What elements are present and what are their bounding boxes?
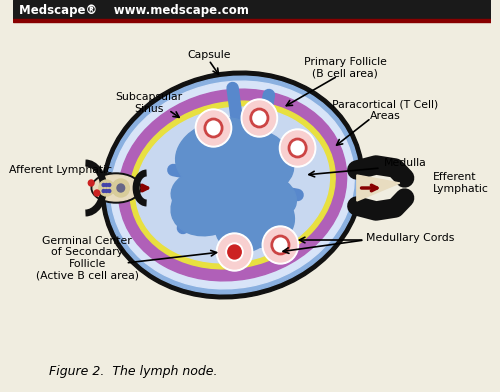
Circle shape — [251, 109, 268, 127]
Circle shape — [108, 183, 111, 187]
Ellipse shape — [171, 174, 246, 236]
Circle shape — [243, 101, 276, 135]
Circle shape — [108, 189, 111, 192]
Ellipse shape — [176, 120, 270, 191]
Text: Capsule: Capsule — [187, 50, 230, 60]
Text: Medullary Cords: Medullary Cords — [366, 233, 455, 243]
Circle shape — [105, 183, 108, 187]
Ellipse shape — [106, 76, 359, 294]
Text: Afferent Lymphatic: Afferent Lymphatic — [9, 165, 112, 175]
Bar — [13, 0, 490, 20]
Circle shape — [218, 235, 251, 269]
Ellipse shape — [111, 81, 354, 289]
Ellipse shape — [93, 175, 139, 201]
Circle shape — [99, 180, 114, 196]
Ellipse shape — [102, 71, 364, 299]
Bar — [13, 19, 490, 22]
Circle shape — [228, 245, 241, 259]
Text: Medscape®    www.medscape.com: Medscape® www.medscape.com — [18, 4, 248, 16]
Circle shape — [262, 226, 298, 264]
Ellipse shape — [190, 145, 285, 235]
Circle shape — [264, 228, 296, 262]
Circle shape — [102, 189, 105, 192]
Polygon shape — [357, 175, 400, 201]
Text: Figure 2.  The lymph node.: Figure 2. The lymph node. — [49, 365, 217, 379]
Ellipse shape — [199, 118, 256, 162]
Circle shape — [117, 184, 124, 192]
Circle shape — [272, 236, 289, 254]
Ellipse shape — [136, 107, 330, 263]
Circle shape — [196, 109, 232, 147]
Ellipse shape — [130, 101, 335, 269]
Text: Medulla: Medulla — [384, 158, 426, 168]
Ellipse shape — [171, 171, 218, 209]
Circle shape — [197, 111, 230, 145]
Text: Paracortical (T Cell)
Areas: Paracortical (T Cell) Areas — [332, 99, 438, 121]
Circle shape — [94, 190, 100, 196]
Circle shape — [112, 179, 130, 197]
Text: Subcapsular
Sinus: Subcapsular Sinus — [115, 92, 182, 114]
Ellipse shape — [220, 129, 294, 191]
Circle shape — [105, 189, 108, 192]
Circle shape — [282, 131, 314, 165]
Text: Germinal Center
of Secondary
Follicle
(Active B cell area): Germinal Center of Secondary Follicle (A… — [36, 236, 139, 280]
Circle shape — [88, 180, 94, 186]
Circle shape — [205, 119, 222, 137]
Circle shape — [216, 233, 252, 271]
Circle shape — [289, 139, 306, 157]
Ellipse shape — [209, 183, 294, 247]
Text: Efferent
Lymphatic: Efferent Lymphatic — [434, 172, 489, 194]
Ellipse shape — [246, 173, 296, 217]
Ellipse shape — [118, 89, 346, 281]
Circle shape — [280, 129, 316, 167]
Text: Primary Follicle
(B cell area): Primary Follicle (B cell area) — [304, 57, 387, 79]
Circle shape — [241, 99, 278, 137]
Ellipse shape — [216, 208, 269, 252]
Ellipse shape — [91, 173, 141, 203]
Circle shape — [102, 183, 105, 187]
Circle shape — [226, 243, 243, 261]
